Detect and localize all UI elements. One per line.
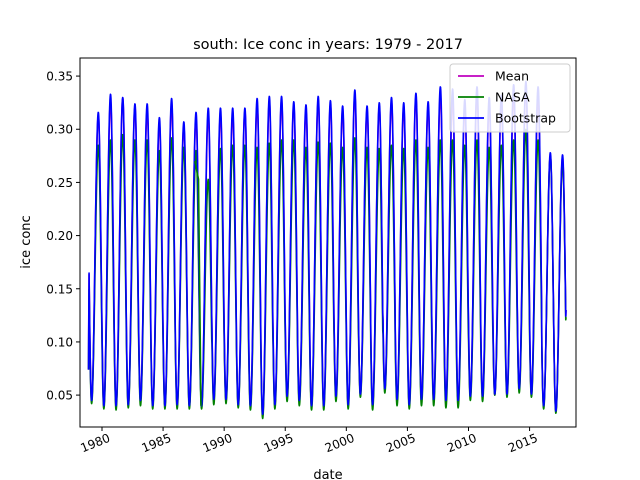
legend-label-nasa: NASA — [495, 90, 530, 105]
series-line-bootstrap — [87, 80, 567, 416]
y-tick-label: 0.20 — [46, 229, 73, 243]
x-axis-label: date — [313, 468, 342, 480]
y-tick-label: 0.35 — [46, 70, 73, 84]
nasa-anomaly-segment — [194, 160, 202, 406]
y-axis: 0.05 0.10 0.15 0.20 0.25 0.30 0.35 — [46, 70, 80, 403]
y-tick-label: 0.25 — [46, 176, 73, 190]
y-tick-label: 0.10 — [46, 335, 73, 349]
y-tick-label: 0.15 — [46, 282, 73, 296]
plot-frame — [79, 57, 577, 428]
legend: Mean NASA Bootstrap — [449, 63, 571, 133]
legend-label-mean: Mean — [495, 69, 529, 84]
y-tick-label: 0.05 — [46, 389, 73, 403]
legend-box — [449, 63, 571, 133]
y-axis-label: ice conc — [19, 215, 34, 268]
chart-title: south: Ice conc in years: 1979 - 2017 — [193, 37, 463, 53]
legend-label-bootstrap: Bootstrap — [495, 111, 556, 126]
y-tick-label: 0.30 — [46, 123, 73, 137]
series-layer — [87, 80, 567, 420]
